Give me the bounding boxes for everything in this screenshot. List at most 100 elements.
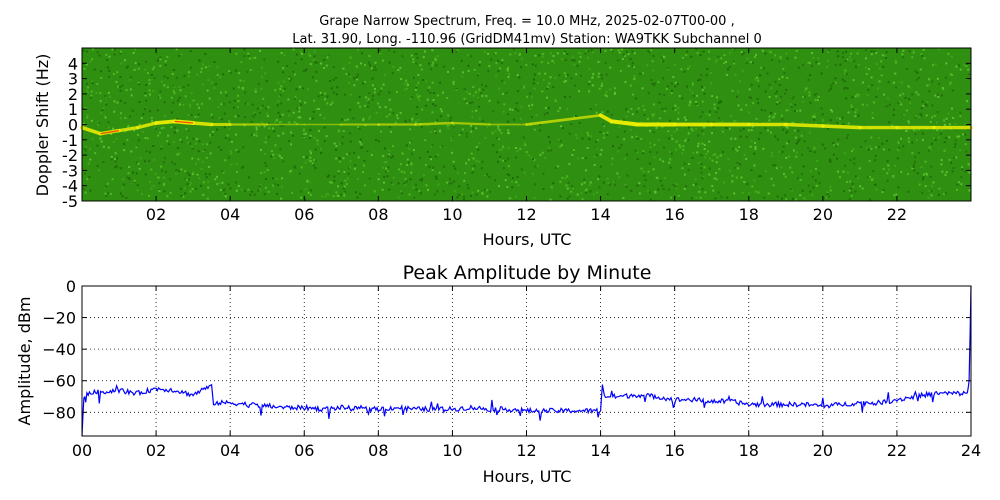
- noise-speck: [341, 142, 344, 145]
- noise-speck: [270, 155, 272, 158]
- noise-speck: [431, 169, 434, 171]
- noise-speck: [914, 70, 917, 73]
- noise-speck: [802, 197, 805, 200]
- noise-speck: [839, 63, 842, 66]
- noise-speck: [434, 104, 437, 107]
- doppler-trace-segment: [820, 124, 862, 130]
- noise-speck: [900, 103, 903, 106]
- noise-speck: [283, 54, 286, 57]
- noise-speck: [160, 127, 163, 130]
- noise-speck: [175, 172, 178, 175]
- noise-speck: [342, 187, 345, 190]
- noise-speck: [535, 114, 538, 117]
- noise-speck: [270, 150, 273, 153]
- amplitude-x-tick-label: 06: [294, 441, 314, 460]
- noise-speck: [159, 96, 162, 99]
- noise-speck: [288, 114, 291, 117]
- noise-speck: [175, 48, 178, 51]
- noise-speck: [677, 112, 680, 115]
- noise-speck: [839, 176, 841, 179]
- noise-speck: [739, 135, 742, 138]
- noise-speck: [224, 137, 227, 139]
- noise-speck: [556, 165, 559, 168]
- noise-speck: [106, 59, 109, 61]
- noise-speck: [539, 129, 542, 132]
- noise-speck: [652, 131, 655, 134]
- noise-speck: [203, 149, 206, 152]
- noise-speck: [323, 140, 326, 143]
- noise-speck: [554, 100, 557, 102]
- noise-speck: [368, 117, 371, 120]
- noise-speck: [867, 85, 870, 88]
- noise-speck: [549, 198, 552, 201]
- noise-speck: [808, 94, 811, 97]
- noise-speck: [135, 172, 138, 175]
- noise-speck: [741, 191, 744, 194]
- noise-speck: [417, 73, 420, 76]
- noise-speck: [768, 50, 771, 53]
- noise-speck: [610, 48, 613, 51]
- noise-speck: [572, 187, 575, 190]
- noise-speck: [130, 94, 133, 97]
- noise-speck: [112, 73, 115, 75]
- noise-speck: [855, 65, 857, 68]
- noise-speck: [424, 139, 427, 142]
- noise-speck: [506, 113, 509, 116]
- noise-speck: [850, 104, 853, 106]
- noise-speck: [311, 162, 314, 165]
- spectrogram-x-tick-label: 02: [146, 205, 166, 224]
- noise-speck: [215, 175, 218, 178]
- noise-speck: [427, 188, 429, 191]
- noise-speck: [166, 195, 169, 198]
- noise-speck: [494, 179, 497, 182]
- noise-speck: [475, 91, 477, 94]
- noise-speck: [206, 143, 209, 146]
- noise-speck: [121, 195, 124, 198]
- noise-speck: [500, 61, 503, 64]
- noise-speck: [662, 188, 665, 191]
- noise-speck: [225, 94, 228, 97]
- noise-speck: [755, 190, 758, 193]
- noise-speck: [613, 93, 616, 95]
- noise-speck: [171, 161, 173, 164]
- noise-speck: [964, 133, 967, 136]
- noise-speck: [432, 103, 434, 106]
- noise-speck: [854, 95, 857, 98]
- noise-speck: [750, 96, 753, 99]
- noise-speck: [506, 68, 509, 71]
- noise-speck: [388, 149, 391, 152]
- noise-speck: [552, 182, 555, 185]
- noise-speck: [237, 150, 240, 153]
- noise-speck: [483, 51, 486, 54]
- noise-speck: [259, 107, 262, 109]
- noise-speck: [522, 136, 525, 139]
- noise-speck: [250, 121, 253, 124]
- noise-speck: [522, 86, 525, 89]
- noise-speck: [763, 196, 766, 199]
- noise-speck: [894, 164, 897, 167]
- noise-speck: [901, 53, 904, 56]
- noise-speck: [258, 185, 261, 187]
- noise-speck: [113, 53, 116, 56]
- noise-speck: [320, 93, 323, 96]
- noise-speck: [164, 60, 167, 63]
- noise-speck: [383, 175, 386, 178]
- noise-speck: [126, 138, 129, 141]
- noise-speck: [783, 72, 786, 75]
- noise-speck: [304, 101, 307, 104]
- noise-speck: [736, 149, 739, 152]
- noise-speck: [900, 170, 903, 173]
- noise-speck: [681, 56, 684, 59]
- noise-speck: [306, 179, 309, 182]
- noise-speck: [415, 113, 418, 115]
- noise-speck: [422, 56, 425, 59]
- noise-speck: [655, 190, 658, 193]
- noise-speck: [548, 82, 551, 85]
- noise-speck: [151, 68, 154, 71]
- noise-speck: [779, 58, 782, 60]
- noise-speck: [453, 190, 456, 193]
- noise-speck: [585, 50, 588, 52]
- noise-speck: [731, 174, 734, 177]
- noise-speck: [254, 88, 257, 91]
- noise-speck: [942, 88, 945, 91]
